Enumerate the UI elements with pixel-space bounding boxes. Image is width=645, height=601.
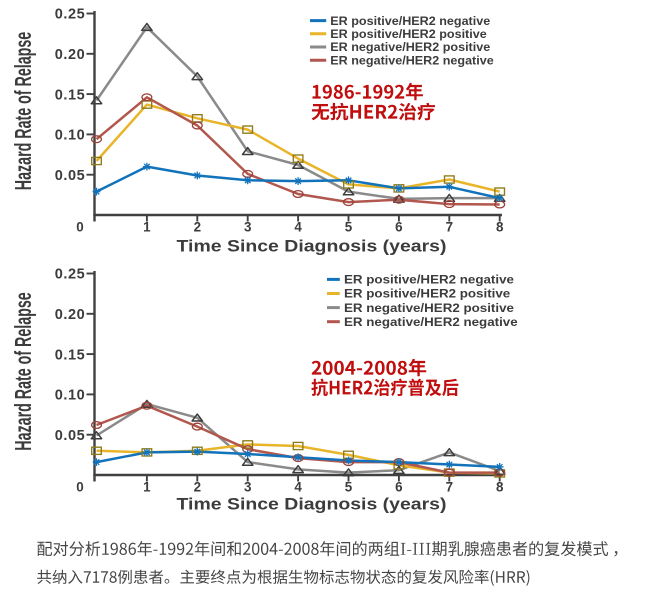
svg-text:8: 8	[496, 219, 504, 234]
svg-text:Time Since Diagnosis (years): Time Since Diagnosis (years)	[177, 236, 447, 256]
svg-text:ER negative/HER2 negative: ER negative/HER2 negative	[344, 316, 518, 329]
svg-text:Hazard Rate of Relapse: Hazard Rate of Relapse	[12, 32, 37, 190]
svg-text:0.20: 0.20	[55, 47, 85, 63]
svg-text:3: 3	[244, 479, 251, 494]
svg-text:ER positive/HER2 positive: ER positive/HER2 positive	[344, 287, 510, 300]
svg-text:0.15: 0.15	[55, 87, 85, 103]
svg-text:0.25: 0.25	[55, 267, 85, 283]
svg-text:ER negative/HER2 negative: ER negative/HER2 negative	[330, 54, 494, 68]
svg-text:6: 6	[395, 479, 402, 494]
svg-text:6: 6	[395, 219, 402, 234]
svg-text:2: 2	[194, 219, 201, 234]
svg-text:0.10: 0.10	[55, 388, 85, 404]
svg-text:7: 7	[446, 479, 453, 494]
svg-text:ER positive/HER2 positive: ER positive/HER2 positive	[330, 27, 487, 41]
svg-text:4: 4	[294, 479, 302, 494]
svg-text:Time Since Diagnosis (years): Time Since Diagnosis (years)	[177, 494, 447, 514]
svg-text:ER negative/HER2 positive: ER negative/HER2 positive	[330, 40, 490, 54]
svg-text:1: 1	[143, 219, 151, 234]
svg-text:0.25: 0.25	[55, 7, 85, 23]
svg-text:ER negative/HER2 positive: ER negative/HER2 positive	[344, 301, 514, 314]
svg-text:0: 0	[76, 219, 83, 234]
svg-text:7: 7	[446, 219, 453, 234]
svg-text:Hazard Rate of Relapse: Hazard Rate of Relapse	[12, 292, 37, 450]
svg-text:1: 1	[143, 479, 151, 494]
svg-text:0.10: 0.10	[55, 128, 85, 144]
svg-text:5: 5	[345, 479, 353, 494]
svg-text:0.20: 0.20	[55, 307, 85, 323]
svg-text:8: 8	[496, 479, 504, 494]
svg-text:0: 0	[76, 479, 83, 494]
svg-text:0.15: 0.15	[55, 347, 85, 363]
svg-text:3: 3	[244, 219, 251, 234]
svg-text:0.05: 0.05	[55, 168, 85, 184]
svg-text:0.05: 0.05	[55, 428, 85, 444]
svg-text:ER positive/HER2 negative: ER positive/HER2 negative	[330, 14, 490, 28]
svg-text:ER positive/HER2 negative: ER positive/HER2 negative	[344, 273, 514, 286]
svg-text:2: 2	[194, 479, 201, 494]
svg-text:4: 4	[294, 219, 302, 234]
svg-text:5: 5	[345, 219, 353, 234]
